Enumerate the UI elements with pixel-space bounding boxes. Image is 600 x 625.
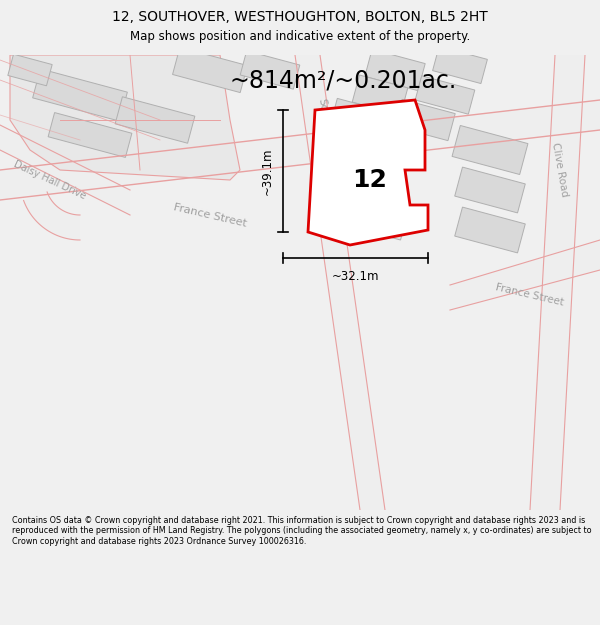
- Text: ~39.1m: ~39.1m: [260, 148, 274, 195]
- Polygon shape: [322, 159, 388, 201]
- Polygon shape: [395, 99, 455, 141]
- Polygon shape: [365, 49, 425, 91]
- Polygon shape: [0, 100, 600, 200]
- Polygon shape: [48, 112, 132, 158]
- Text: Map shows position and indicative extent of the property.: Map shows position and indicative extent…: [130, 30, 470, 43]
- Text: Contains OS data © Crown copyright and database right 2021. This information is : Contains OS data © Crown copyright and d…: [12, 516, 592, 546]
- Polygon shape: [0, 125, 130, 215]
- Polygon shape: [452, 126, 528, 174]
- Text: Clive Road: Clive Road: [550, 142, 570, 198]
- Polygon shape: [455, 207, 525, 253]
- Polygon shape: [450, 240, 600, 310]
- Polygon shape: [530, 55, 585, 510]
- Text: ~32.1m: ~32.1m: [332, 269, 379, 282]
- Polygon shape: [308, 100, 428, 245]
- Polygon shape: [173, 48, 247, 92]
- Polygon shape: [329, 98, 391, 142]
- Text: ~814m²/~0.201ac.: ~814m²/~0.201ac.: [230, 68, 457, 92]
- Polygon shape: [8, 54, 52, 86]
- Polygon shape: [455, 167, 525, 213]
- Polygon shape: [10, 55, 240, 180]
- Text: France Street: France Street: [172, 202, 248, 228]
- Text: Southov: Southov: [316, 98, 334, 142]
- Polygon shape: [23, 192, 80, 240]
- Text: 12: 12: [353, 168, 388, 192]
- Polygon shape: [433, 46, 487, 84]
- Polygon shape: [295, 55, 385, 510]
- Polygon shape: [32, 69, 127, 121]
- Polygon shape: [415, 76, 475, 114]
- Text: 12, SOUTHOVER, WESTHOUGHTON, BOLTON, BL5 2HT: 12, SOUTHOVER, WESTHOUGHTON, BOLTON, BL5…: [112, 10, 488, 24]
- Text: France Street: France Street: [495, 282, 565, 308]
- Polygon shape: [352, 200, 408, 240]
- Polygon shape: [329, 118, 391, 162]
- Polygon shape: [115, 97, 195, 143]
- Polygon shape: [240, 51, 300, 89]
- Text: Daisy Hall Drive: Daisy Hall Drive: [13, 159, 88, 201]
- Polygon shape: [352, 75, 408, 115]
